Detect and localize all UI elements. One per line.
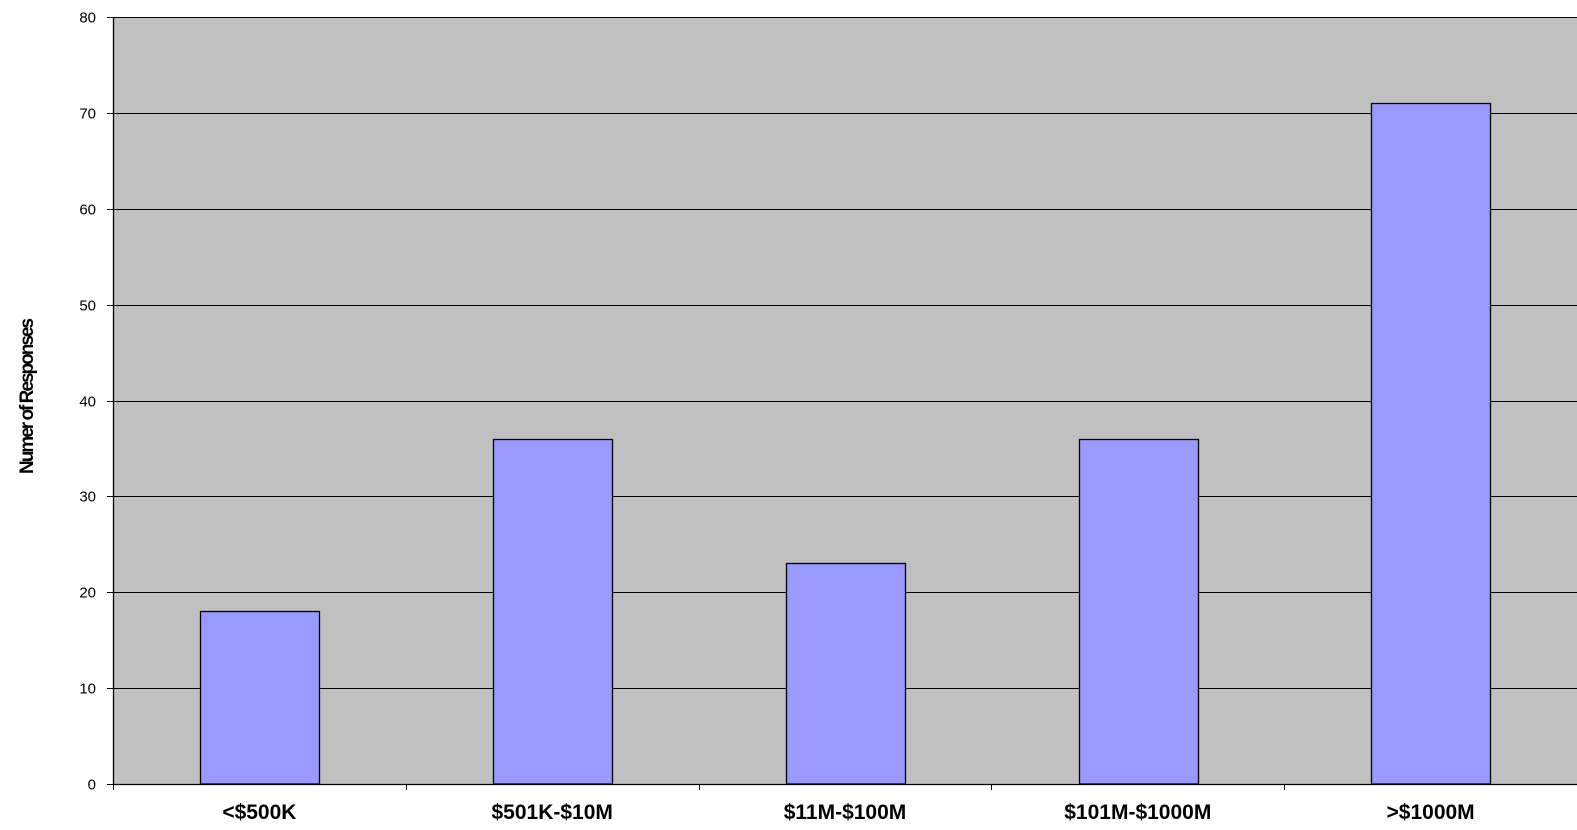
y-tick-label: 40 (79, 394, 96, 411)
x-tick-label: <$500K (222, 801, 296, 824)
y-tick-label: 20 (79, 585, 96, 602)
y-tick-label: 70 (79, 106, 96, 123)
x-tick-labels: <$500K $501K-$10M $11M-$100M $101M-$1000M >$… (222, 801, 1474, 824)
y-axis-title: Numer of Responses (17, 319, 38, 474)
bars (199, 102, 1492, 785)
axes (107, 17, 1577, 790)
y-tick-label: 60 (79, 202, 96, 219)
bar (785, 562, 907, 785)
y-tick-labels: 0 10 20 30 40 50 60 70 80 (79, 10, 96, 794)
y-tick-label: 0 (88, 777, 96, 794)
bar (1078, 438, 1200, 785)
bar (1370, 102, 1492, 785)
bar (199, 610, 321, 785)
x-tick-label: $11M-$100M (784, 801, 907, 824)
bar (492, 438, 614, 785)
y-tick-label: 50 (79, 298, 96, 315)
x-tick-label: $501K-$10M (491, 801, 612, 824)
y-tick-label: 80 (79, 10, 96, 27)
x-tick-label: $101M-$1000M (1064, 801, 1211, 824)
y-tick-label: 10 (79, 681, 96, 698)
x-tick-label: >$1000M (1387, 801, 1475, 824)
y-tick-label: 30 (79, 489, 96, 506)
